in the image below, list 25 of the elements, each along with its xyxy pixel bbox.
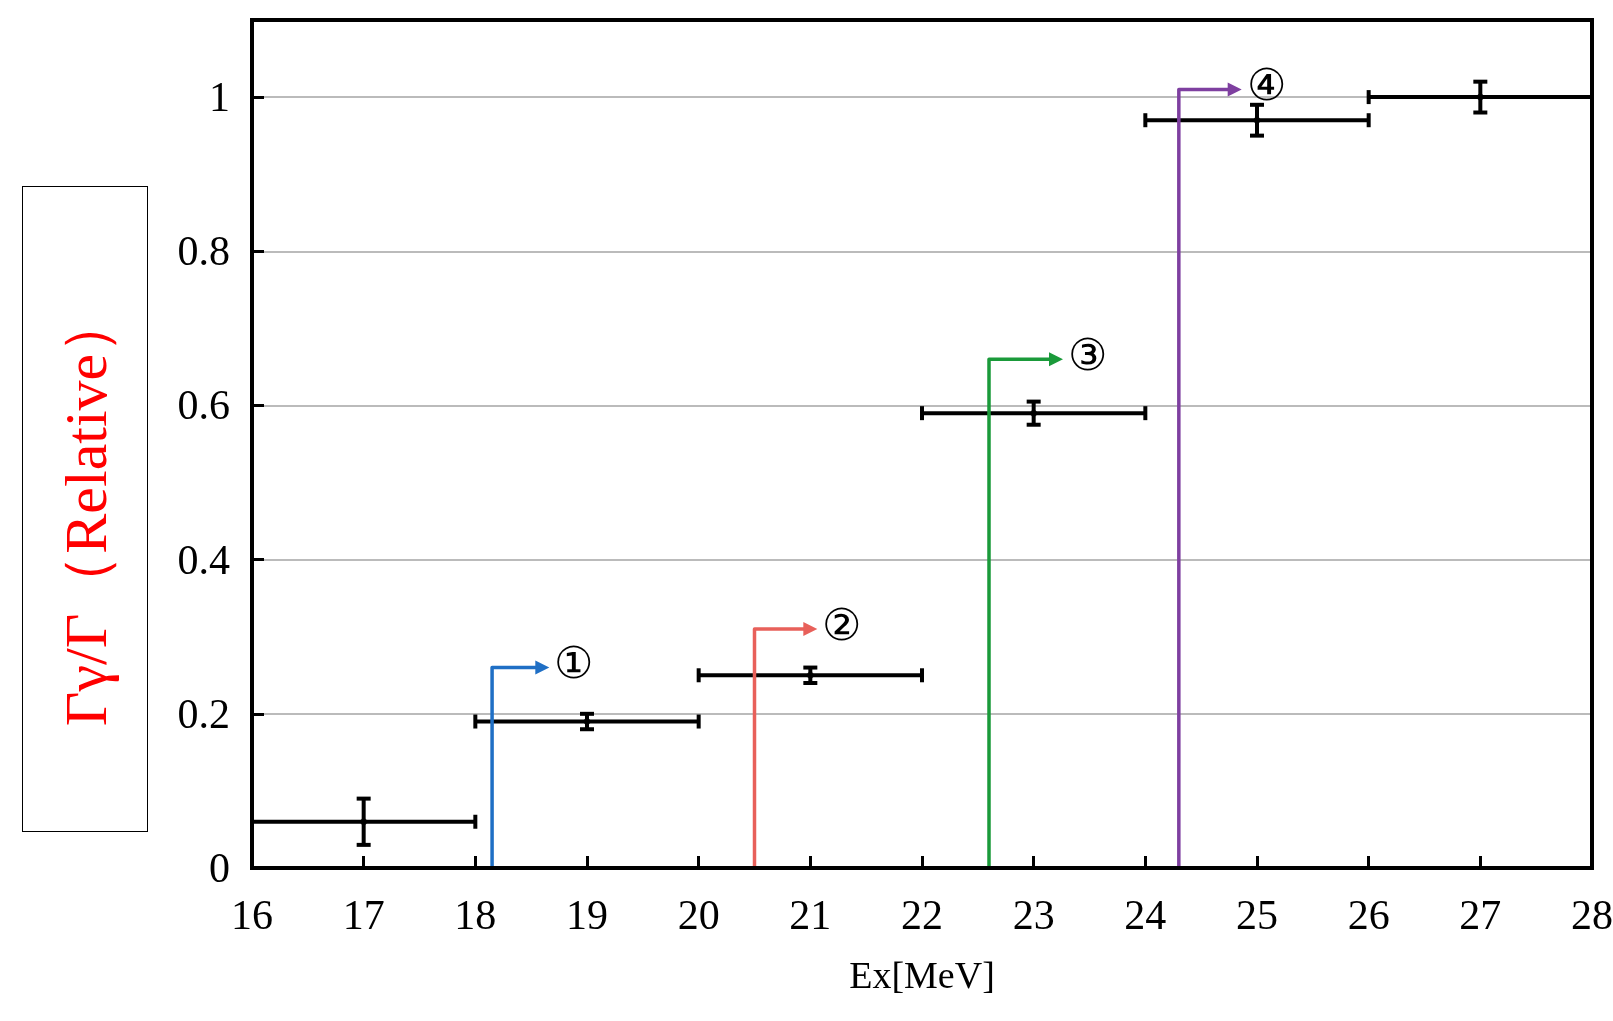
x-tick-label: 25 xyxy=(1236,892,1278,938)
x-tick-label: 23 xyxy=(1012,892,1055,938)
x-tick-label: 20 xyxy=(677,892,720,938)
y-tick-label: 0.6 xyxy=(177,382,230,429)
y-tick-label: 0 xyxy=(209,845,230,891)
series-label: ① xyxy=(554,639,594,689)
y-tick-label: 0.8 xyxy=(177,228,230,275)
x-tick-label: 28 xyxy=(1571,892,1613,938)
y-tick-label: 1 xyxy=(209,74,230,121)
x-tick-label: 24 xyxy=(1124,892,1167,938)
x-tick-label: 19 xyxy=(566,892,608,938)
x-tick-label: 17 xyxy=(342,892,385,938)
y-tick-label: 0.2 xyxy=(177,690,230,737)
x-tick-label: 27 xyxy=(1459,892,1502,938)
x-tick-label: 26 xyxy=(1347,892,1390,938)
series-label: ③ xyxy=(1068,330,1107,380)
y-axis-title: Γγ/Γ（Relative） xyxy=(53,293,119,727)
series-label: ② xyxy=(822,600,862,650)
x-tick-label: 22 xyxy=(901,892,943,938)
x-tick-label: 21 xyxy=(789,892,832,938)
series-label: ④ xyxy=(1246,60,1286,110)
x-tick-label: 18 xyxy=(454,892,497,938)
x-tick-label: 16 xyxy=(231,892,273,938)
y-tick-label: 0.4 xyxy=(177,536,230,583)
x-axis-title: Ex[MeV] xyxy=(849,954,995,996)
